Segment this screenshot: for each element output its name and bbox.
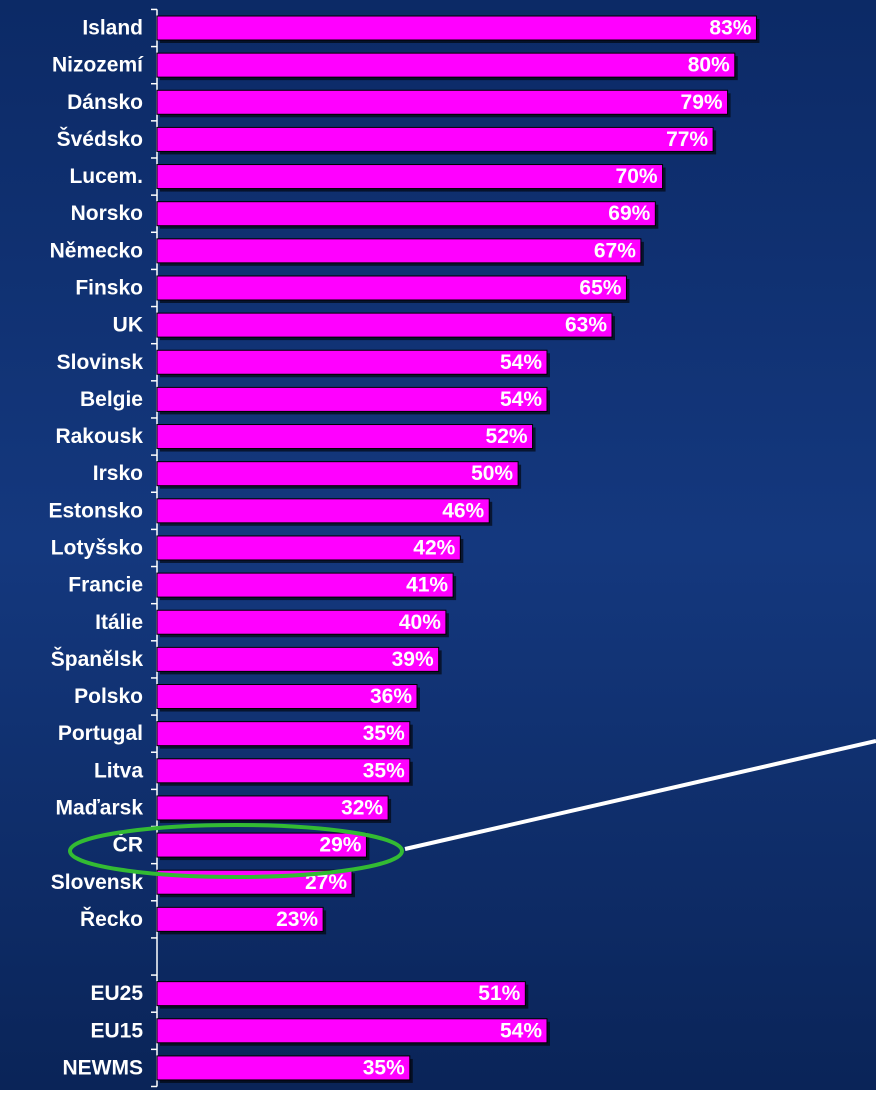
category-label: Švédsko [57,127,143,151]
category-label: Lucem. [69,165,143,188]
value-label: 51% [478,982,520,1005]
value-label: 50% [471,462,513,485]
bar [156,15,757,41]
category-label: Nizozemí [52,54,144,77]
value-label: 42% [413,537,455,560]
category-label: Slovinsk [57,351,144,374]
bar [156,89,729,115]
category-label: Norsko [71,202,143,225]
bar [156,535,461,561]
bar [156,238,642,264]
bar [156,275,627,301]
bar [156,1018,548,1044]
bar [156,684,418,710]
annotation-line [404,739,876,851]
bar [156,201,656,227]
category-label: Island [82,17,143,40]
value-label: 46% [442,499,484,522]
value-label: 36% [370,685,412,708]
category-label: Portugal [58,722,143,745]
category-label: EU25 [90,982,143,1005]
bar [156,126,714,152]
value-label: 79% [681,91,723,114]
category-label: Řecko [80,907,143,931]
value-label: 29% [319,834,361,857]
category-label: Francie [68,574,143,597]
bar [156,758,411,784]
value-label: 77% [666,128,708,151]
value-label: 39% [392,648,434,671]
bar [156,312,613,338]
category-label: Španělsk [51,647,144,671]
bar [156,498,490,524]
value-label: 65% [579,277,621,300]
category-label: Dánsko [67,91,143,114]
bar [156,52,736,78]
value-label: 63% [565,314,607,337]
value-label: 32% [341,796,383,819]
bar [156,1055,411,1081]
bar [156,572,454,598]
category-label: Estonsko [48,499,143,522]
bar [156,424,534,450]
category-label: Lotyšsko [51,537,143,560]
category-label: Litva [94,759,143,782]
value-label: 35% [363,722,405,745]
value-label: 54% [500,388,542,411]
bar [156,721,411,747]
bar [156,832,367,858]
category-label: Německo [50,239,143,262]
bar [156,646,440,672]
category-label: EU15 [90,1019,143,1042]
category-label: Irsko [93,462,143,485]
value-label: 80% [688,54,730,77]
category-label: UK [113,314,143,337]
category-label: Itálie [95,611,143,634]
value-label: 52% [486,425,528,448]
value-label: 67% [594,239,636,262]
category-label: ČR [113,833,143,857]
value-label: 70% [616,165,658,188]
category-label: Maďarsk [56,796,144,819]
category-label: Belgie [80,388,143,411]
value-label: 41% [406,574,448,597]
value-label: 40% [399,611,441,634]
value-label: 35% [363,1056,405,1079]
category-label: Slovensk [51,871,144,894]
value-label: 83% [709,17,751,40]
bar [156,461,519,487]
value-label: 23% [276,908,318,931]
category-label: Polsko [74,685,143,708]
value-label: 54% [500,351,542,374]
value-label: 54% [500,1019,542,1042]
plot-area: Island 83% Nizozemí 80% Dánsko 79% Švédsko 77% L… [48,8,760,1088]
category-label: NEWMS [63,1056,144,1079]
bar [156,164,664,190]
bar [156,906,324,932]
bar [156,981,526,1007]
value-label: 35% [363,759,405,782]
bar [156,795,389,821]
bar [156,386,548,412]
value-label: 69% [608,202,650,225]
bar [156,349,548,375]
highlight-ellipse [68,823,404,879]
bar [156,609,447,635]
category-label: Finsko [75,277,143,300]
category-label: Rakousk [55,425,143,448]
value-label: 27% [305,871,347,894]
